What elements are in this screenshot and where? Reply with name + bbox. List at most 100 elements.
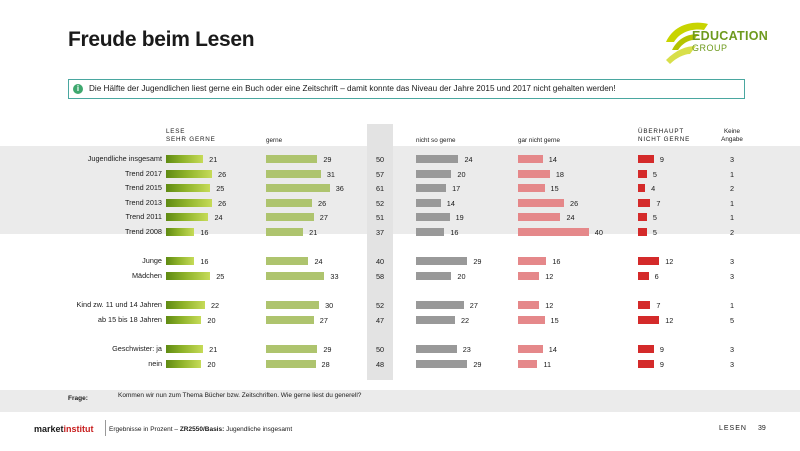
bar-nicht-so-gerne (416, 184, 447, 192)
bar-nicht-so-gerne (416, 345, 457, 353)
sum-value: 50 (375, 344, 385, 354)
value-label: 36 (335, 183, 344, 193)
bar-gerne (266, 228, 304, 236)
row-label: Kind zw. 11 und 14 Jahren (76, 300, 162, 309)
value-label: 12 (665, 315, 674, 325)
bar-nicht-so-gerne (416, 257, 468, 265)
value-label: 9 (659, 344, 664, 354)
section-label: LESEN (719, 425, 747, 432)
header-ueberhaupt-line1: ÜBERHAUPT (638, 128, 685, 135)
value-label: 7 (656, 198, 661, 208)
bar-gar-nicht-gerne (518, 360, 538, 368)
value-label: 22 (460, 315, 470, 325)
bar-nicht-so-gerne (416, 301, 464, 309)
value-label: 11 (543, 359, 552, 369)
value-label: 14 (548, 154, 557, 164)
page-title: Freude beim Lesen (68, 28, 255, 51)
value-label: 22 (210, 300, 220, 310)
bar-gerne (266, 199, 313, 207)
value-label: 29 (323, 344, 332, 354)
bar-ueberhaupt (638, 345, 654, 353)
keine-angabe-value: 2 (729, 183, 735, 193)
header-sehr-gerne-line1: LESE (166, 128, 186, 135)
value-label: 24 (314, 256, 323, 266)
value-label: 12 (545, 271, 554, 281)
value-label: 30 (325, 300, 334, 310)
value-label: 6 (654, 271, 659, 281)
value-label: 16 (450, 227, 459, 237)
row-label: Trend 2011 (125, 212, 162, 221)
value-label: 14 (446, 198, 455, 208)
row-label: ab 15 bis 18 Jahren (97, 315, 162, 324)
value-label: 24 (566, 212, 575, 222)
bar-nicht-so-gerne (416, 213, 450, 221)
bar-gar-nicht-gerne (518, 316, 545, 324)
header-nicht-so-gerne: nicht so gerne (416, 137, 456, 144)
bar-nicht-so-gerne (416, 199, 441, 207)
brand-logo-part2: institut (63, 424, 94, 434)
logo-text-group: GROUP (692, 43, 728, 53)
bar-sehr-gerne (166, 213, 209, 221)
value-label: 9 (659, 359, 664, 369)
bar-ueberhaupt (638, 360, 654, 368)
education-group-logo-icon (666, 22, 708, 64)
sum-column-band (367, 124, 393, 380)
bar-gerne (266, 213, 314, 221)
value-label: 20 (207, 315, 216, 325)
bar-nicht-so-gerne (416, 155, 459, 163)
value-label: 27 (319, 212, 328, 222)
value-label: 29 (473, 256, 482, 266)
bar-nicht-so-gerne (416, 170, 452, 178)
bar-sehr-gerne (166, 257, 195, 265)
value-label: 16 (552, 256, 561, 266)
trend-band (0, 146, 800, 234)
header-gerne: gerne (266, 137, 283, 144)
bar-sehr-gerne (166, 228, 195, 236)
bar-ueberhaupt (638, 228, 647, 236)
value-label: 12 (545, 300, 554, 310)
bar-gar-nicht-gerne (518, 345, 543, 353)
sum-value: 58 (375, 271, 385, 281)
bar-ueberhaupt (638, 155, 654, 163)
value-label: 26 (318, 198, 327, 208)
page-number: 39 (758, 425, 766, 432)
value-label: 19 (455, 212, 464, 222)
bar-sehr-gerne (166, 184, 211, 192)
value-label: 27 (319, 315, 328, 325)
value-label: 5 (652, 212, 657, 222)
info-text: Die Hälfte der Jugendlichen liest gerne … (89, 84, 616, 93)
bar-gerne (266, 360, 316, 368)
value-label: 26 (218, 198, 227, 208)
bar-nicht-so-gerne (416, 228, 445, 236)
bar-gerne (266, 301, 320, 309)
source-suffix: Jugendliche insgesamt (224, 426, 293, 433)
bar-sehr-gerne (166, 272, 211, 280)
header-gar-nicht-gerne: gar nicht gerne (518, 137, 561, 144)
bar-gar-nicht-gerne (518, 199, 565, 207)
sum-value: 61 (375, 183, 385, 193)
question-text: Kommen wir nun zum Thema Bücher bzw. Zei… (118, 392, 362, 399)
bar-gar-nicht-gerne (518, 228, 589, 236)
row-label: Trend 2017 (124, 169, 162, 178)
value-label: 5 (652, 169, 657, 179)
value-label: 25 (216, 183, 225, 193)
bar-sehr-gerne (166, 301, 205, 309)
value-label: 29 (323, 154, 332, 164)
header-ueberhaupt-line2: NICHT GERNE (638, 136, 691, 143)
footer-divider (105, 420, 106, 436)
sum-value: 51 (375, 212, 385, 222)
bar-sehr-gerne (166, 170, 213, 178)
value-label: 5 (652, 227, 657, 237)
value-label: 26 (218, 169, 227, 179)
bar-sehr-gerne (166, 345, 204, 353)
bar-ueberhaupt (638, 213, 647, 221)
bar-nicht-so-gerne (416, 316, 455, 324)
sum-value: 50 (375, 154, 385, 164)
value-label: 18 (555, 169, 564, 179)
keine-angabe-value: 1 (729, 169, 735, 179)
question-band (0, 390, 800, 412)
value-label: 4 (651, 183, 656, 193)
bar-gar-nicht-gerne (518, 272, 540, 280)
value-label: 23 (462, 344, 471, 354)
value-label: 7 (656, 300, 661, 310)
